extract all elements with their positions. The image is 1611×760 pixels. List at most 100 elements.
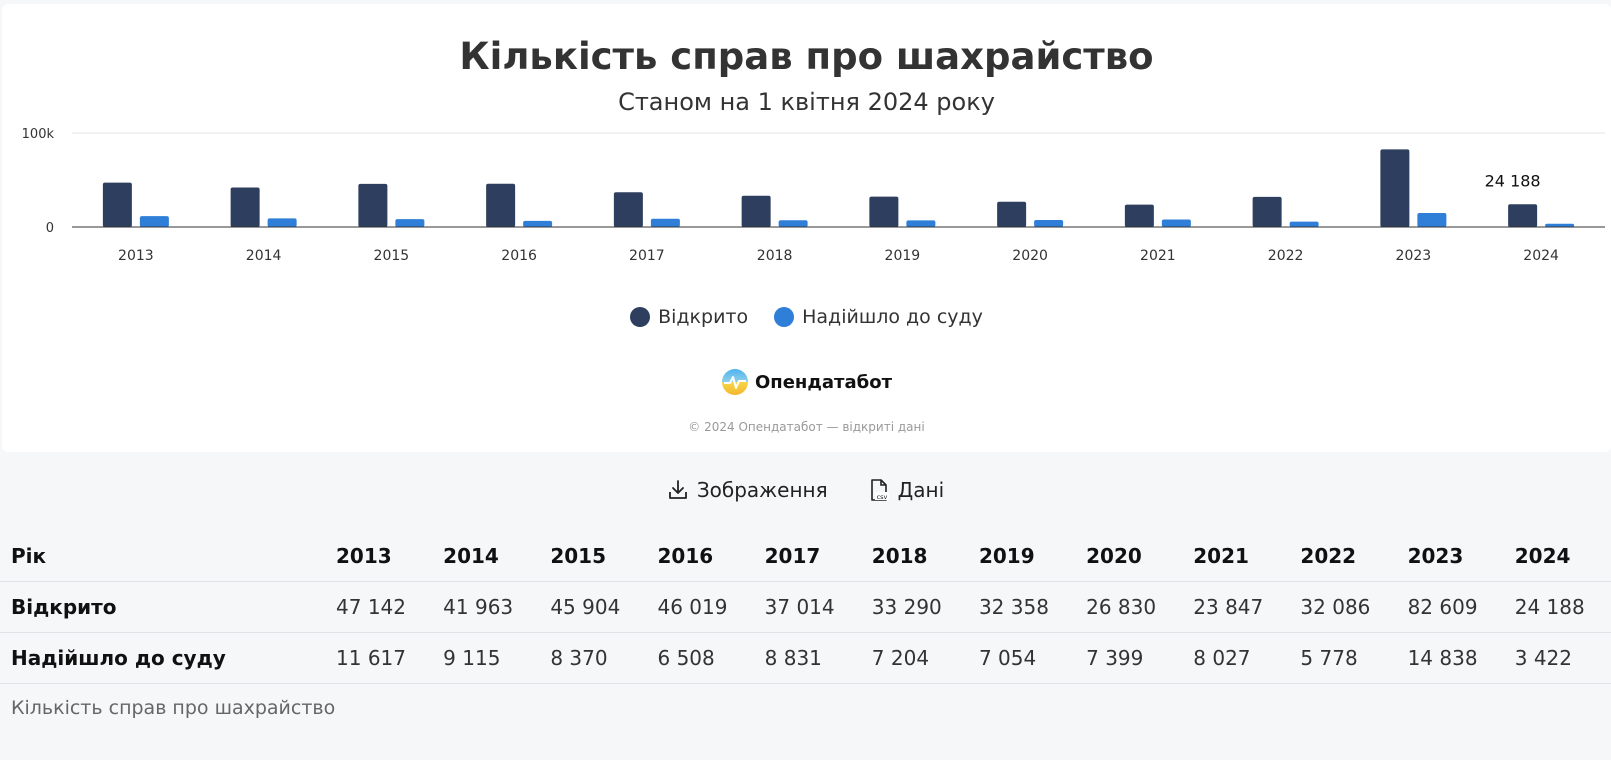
x-tick-label: 2020 [1012,248,1048,264]
bar-opened [1380,149,1410,227]
table-cell: 3 422 [1503,632,1611,684]
bar-court [778,220,808,227]
legend-marker-court [774,307,795,327]
brand-name: Опендатабот [754,371,892,393]
table-header-cell: 2018 [860,530,968,582]
table-cell: 26 830 [1075,581,1183,633]
x-tick-label: 2014 [246,248,282,264]
x-tick-label: 2024 [1523,248,1559,264]
table-row: Відкрито 47 142 41 963 45 904 46 019 37 … [0,581,1611,633]
table-cell: 5 778 [1289,632,1397,684]
x-tick-label: 2021 [1140,248,1176,264]
bar-opened [486,183,516,227]
table-cell: 41 963 [432,581,540,633]
download-data-button[interactable]: csv Дані [868,478,945,502]
chart-subtitle: Станом на 1 квітня 2024 року [618,88,995,116]
table-cell: 45 904 [539,581,647,633]
bar-court [1417,213,1447,227]
bar-court [139,216,169,227]
x-tick-label: 2016 [501,248,537,264]
table-cell: 9 115 [432,632,540,684]
table-caption: Кількість справ про шахрайство [11,697,336,719]
table-cell: 32 358 [967,581,1076,633]
x-tick-label: 2013 [118,248,154,264]
table-cell: 33 290 [860,581,968,633]
export-toolbar: Зображення csv Дані [0,478,1611,502]
csv-file-icon: csv [870,479,889,501]
bar-opened [741,195,771,227]
bar-chart: 100k 0 2013 2014 2015 2016 2017 2018 2019 2020 202… [22,127,1605,264]
table-header-year: Рік [0,530,326,582]
table-header-cell: 2016 [646,530,754,582]
legend-item-court[interactable]: Надійшло до суду [774,306,983,328]
table-header-cell: 2023 [1396,530,1504,582]
bar-court [650,218,680,227]
table-cell: 82 609 [1396,581,1504,633]
data-table: Рік 2013 2014 2015 2016 2017 2018 2019 2… [0,530,1611,684]
chart-legend: Відкрито Надійшло до суду [2,306,1611,328]
brand-logo-icon [721,369,748,395]
table-row-label: Відкрито [0,581,326,633]
table-cell: 46 019 [646,581,754,633]
download-data-label: Дані [897,478,945,502]
download-icon [668,480,687,499]
bar-opened [1124,204,1154,227]
table-cell: 8 370 [539,632,647,684]
bar-court [523,220,553,227]
download-image-button[interactable]: Зображення [667,478,828,502]
table-cell: 23 847 [1182,581,1290,633]
table-header-cell: 2022 [1289,530,1397,582]
legend-label-opened: Відкрито [658,306,749,328]
x-tick-label: 2017 [629,248,665,264]
x-tick-label: 2018 [757,248,793,264]
table-cell: 24 188 [1503,581,1611,633]
data-label: 24 188 [1485,171,1541,190]
copyright: © 2024 Опендатабот — відкриті дані [688,420,925,434]
x-tick-label: 2023 [1396,248,1432,264]
table-cell: 7 204 [860,632,968,684]
table-cell: 47 142 [325,581,433,633]
table-header-cell: 2020 [1075,530,1183,582]
bar-court [267,218,297,227]
download-image-label: Зображення [696,478,828,502]
table-header-cell: 2021 [1182,530,1290,582]
svg-text:csv: csv [876,493,887,501]
table-header-cell: 2019 [967,530,1076,582]
legend-item-opened[interactable]: Відкрито [630,306,748,328]
bar-court [395,219,425,227]
legend-label-court: Надійшло до суду [802,306,983,328]
bar-court [1289,221,1319,227]
bar-opened [613,192,643,227]
bar-court [1161,219,1191,227]
bar-court [906,220,936,227]
chart-title: Кількість справ про шахрайство [459,35,1154,78]
table-cell: 8 027 [1182,632,1290,684]
table-cell: 37 014 [753,581,861,633]
x-tick-label: 2022 [1268,248,1304,264]
table-cell: 7 054 [967,632,1076,684]
bar-opened [1508,204,1538,227]
bar-opened [358,183,388,227]
table-row-label: Надійшло до суду [0,632,326,684]
bar-opened [230,187,260,227]
chart-card: Кількість справ про шахрайство Станом на… [2,4,1611,452]
bar-court [1034,220,1064,227]
y-tick-label: 100k [22,127,55,142]
table-header-cell: 2013 [325,530,433,582]
brand: Опендатабот [2,368,1611,396]
table-header-row: Рік 2013 2014 2015 2016 2017 2018 2019 2… [0,530,1611,582]
table-header-cell: 2017 [753,530,861,582]
table-cell: 14 838 [1396,632,1504,684]
bar-court [1545,223,1575,227]
table-header-cell: 2024 [1503,530,1611,582]
bar-opened [997,201,1027,227]
bar-opened [102,182,132,227]
legend-marker-opened [630,307,651,327]
y-tick-label: 0 [46,221,54,236]
x-tick-label: 2019 [885,248,921,264]
table-cell: 7 399 [1075,632,1183,684]
bar-opened [869,196,899,227]
table-cell: 32 086 [1289,581,1397,633]
table-row: Надійшло до суду 11 617 9 115 8 370 6 50… [0,632,1611,684]
table-cell: 11 617 [325,632,433,684]
